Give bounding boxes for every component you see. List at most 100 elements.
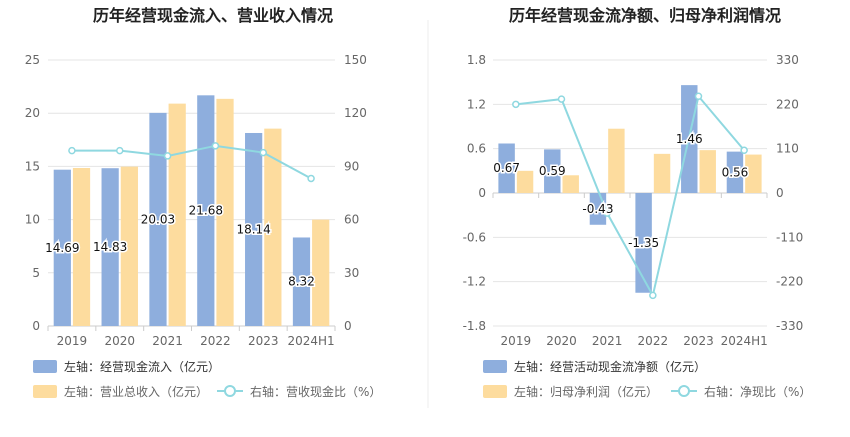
ratio-line bbox=[515, 94, 745, 299]
chart-title: 历年经营现金流净额、归母净利润情况 bbox=[509, 6, 781, 25]
bar-secondary-2022 bbox=[216, 98, 234, 326]
bar-data-label: 21.68 bbox=[189, 204, 223, 218]
ratio-point-2020 bbox=[557, 95, 566, 103]
bar-data-label: 1.46 bbox=[676, 132, 703, 146]
chart-title: 历年经营现金流入、营业收入情况 bbox=[93, 6, 333, 25]
right-axis-tick-label: 330 bbox=[776, 53, 799, 67]
right-axis-tick-label: -220 bbox=[776, 275, 803, 289]
x-axis-tick-label: 2022 bbox=[638, 334, 669, 348]
bar-secondary-2023 bbox=[264, 128, 282, 326]
bar-data-label: 20.03 bbox=[141, 212, 175, 226]
bar-secondary-2022 bbox=[653, 153, 671, 193]
left-axis-tick-label: 1.2 bbox=[467, 97, 486, 111]
bar-secondary-2024H1 bbox=[312, 219, 330, 326]
left-axis-tick-label: 0 bbox=[478, 186, 486, 200]
left-axis-tick-label: -1.2 bbox=[463, 275, 486, 289]
legend-label: 右轴：净现比（%） bbox=[704, 384, 811, 399]
right-axis-tick-label: -110 bbox=[776, 230, 803, 244]
left-axis-tick-label: 1.8 bbox=[467, 53, 486, 67]
legend-item-3[interactable]: 右轴：营收现金比（%） bbox=[217, 384, 381, 399]
bar-secondary-2020 bbox=[562, 175, 579, 193]
legend-item-2[interactable]: 左轴：营业总收入（亿元） bbox=[33, 384, 208, 399]
bar-primary-2020 bbox=[544, 149, 561, 193]
right-axis-tick-label: 30 bbox=[344, 266, 359, 280]
x-axis-tick-label: 2024H1 bbox=[721, 334, 768, 348]
right-axis-tick-label: 0 bbox=[776, 186, 784, 200]
legend-swatch-marker bbox=[224, 385, 236, 397]
x-axis-tick-label: 2019 bbox=[501, 334, 532, 348]
bar-data-label: -1.35 bbox=[628, 236, 659, 250]
ratio-point-2023 bbox=[694, 92, 703, 101]
ratio-point-2022 bbox=[211, 142, 220, 150]
bar-data-label: 8.32 bbox=[288, 275, 315, 289]
legend-item-2[interactable]: 左轴：归母净利润（亿元） bbox=[483, 384, 658, 399]
legend-swatch-marker bbox=[678, 385, 690, 397]
bar-data-label: 0.56 bbox=[722, 165, 749, 179]
x-axis-tick-label: 2023 bbox=[248, 334, 279, 348]
ratio-point-2024H1 bbox=[307, 174, 315, 183]
bar-primary-2023 bbox=[245, 132, 263, 326]
x-axis-tick-label: 2020 bbox=[104, 334, 135, 348]
right-axis-tick-label: 0 bbox=[344, 319, 352, 333]
bar-secondary-2019 bbox=[72, 167, 91, 326]
left-axis-tick-label: 15 bbox=[25, 159, 40, 173]
ratio-point-2023 bbox=[259, 148, 267, 157]
legend-item-1[interactable]: 左轴：经营活动现金流净额（亿元） bbox=[483, 359, 706, 374]
left-axis-tick-label: 20 bbox=[25, 106, 40, 120]
x-axis-tick-label: 2021 bbox=[592, 334, 623, 348]
right-axis-tick-label: 110 bbox=[776, 142, 799, 156]
ratio-point-2024H1 bbox=[740, 146, 748, 155]
legend-item-1[interactable]: 左轴：经营现金流入（亿元） bbox=[33, 359, 220, 374]
ratio-point-2020 bbox=[116, 146, 124, 155]
legend-label: 右轴：营收现金比（%） bbox=[250, 384, 381, 399]
ratio-point-2021 bbox=[603, 209, 611, 217]
left-axis-tick-label: 10 bbox=[25, 213, 40, 227]
left-axis-tick-label: -0.6 bbox=[463, 230, 486, 244]
left-axis-tick-label: 25 bbox=[25, 53, 40, 67]
bar-data-label: 0.59 bbox=[539, 164, 566, 178]
legend-item-3[interactable]: 右轴：净现比（%） bbox=[671, 384, 811, 399]
right-axis-tick-label: 90 bbox=[344, 159, 359, 173]
x-axis-tick-label: 2022 bbox=[200, 334, 231, 348]
x-axis-tick-label: 2023 bbox=[683, 334, 714, 348]
bar-data-label: 14.83 bbox=[93, 240, 127, 254]
ratio-line bbox=[71, 144, 312, 180]
bar-secondary-2021 bbox=[168, 103, 186, 327]
bar-primary-2022 bbox=[635, 193, 652, 293]
legend-swatch bbox=[483, 385, 507, 398]
x-axis-tick-label: 2019 bbox=[57, 334, 88, 348]
bar-primary-2020 bbox=[101, 168, 119, 326]
ratio-point-2019 bbox=[68, 146, 76, 155]
legend-label: 左轴：营业总收入（亿元） bbox=[64, 384, 208, 399]
left-axis-tick-label: 0 bbox=[32, 319, 40, 333]
bar-data-label: 14.69 bbox=[45, 241, 79, 255]
bar-secondary-2020 bbox=[120, 166, 138, 326]
bar-secondary-2021 bbox=[608, 128, 625, 193]
bar-data-label: 0.67 bbox=[493, 161, 520, 175]
right-axis-tick-label: -330 bbox=[776, 319, 803, 333]
ratio-point-2022 bbox=[649, 291, 657, 300]
legend-swatch bbox=[33, 385, 57, 398]
left-axis-tick-label: 5 bbox=[32, 266, 40, 280]
x-axis-tick-label: 2021 bbox=[152, 334, 183, 348]
bar-secondary-2023 bbox=[699, 150, 716, 193]
right-axis-tick-label: 150 bbox=[344, 53, 367, 67]
bar-data-label: -0.43 bbox=[582, 202, 613, 216]
bar-primary-2019 bbox=[498, 143, 515, 193]
legend-swatch bbox=[483, 360, 507, 373]
chart-panel-2: 历年经营现金流净额、归母净利润情况 -1.8 -1.2 -0.6 0 0.6 1.2 1.8 -… bbox=[463, 6, 812, 399]
legend-swatch bbox=[33, 360, 57, 373]
ratio-point-2019 bbox=[512, 100, 520, 109]
bar-primary-2022 bbox=[197, 95, 215, 326]
bar-secondary-2019 bbox=[516, 170, 534, 193]
right-axis-tick-label: 60 bbox=[344, 213, 359, 227]
bar-data-label: 18.14 bbox=[236, 222, 270, 236]
legend-label: 左轴：归母净利润（亿元） bbox=[514, 384, 658, 399]
bar-secondary-2024H1 bbox=[745, 154, 762, 193]
legend-label: 左轴：经营现金流入（亿元） bbox=[64, 359, 220, 374]
left-axis-tick-label: 0.6 bbox=[467, 142, 486, 156]
x-axis-tick-label: 2024H1 bbox=[287, 334, 334, 348]
chart-panel-1: 历年经营现金流入、营业收入情况 0 5 10 15 20 25 0 30 60 90 120 150 20… bbox=[25, 6, 382, 399]
ratio-point-2021 bbox=[163, 152, 172, 160]
